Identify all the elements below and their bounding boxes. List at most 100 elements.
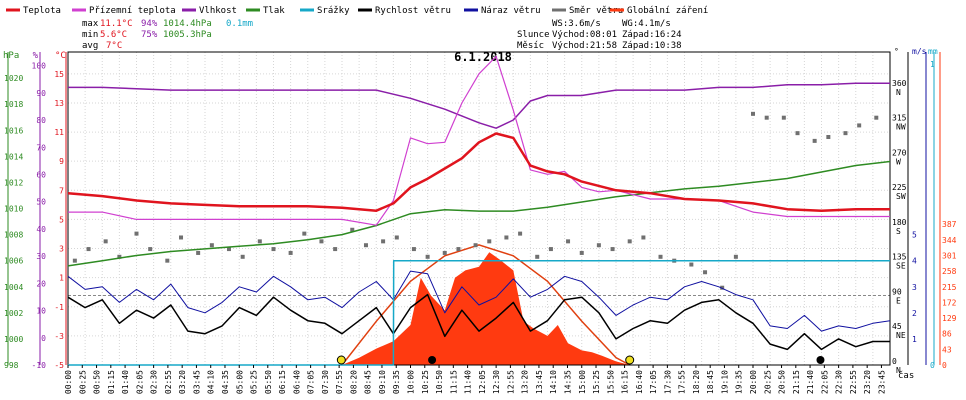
legend-label-ws: Rychlost větru <box>375 6 451 16</box>
x-tick-label: 15:50 <box>606 370 615 394</box>
tick-solar: 258 <box>942 267 957 276</box>
x-tick-label: 17:05 <box>649 370 658 394</box>
x-tick-label: 22:05 <box>820 370 829 394</box>
wind-direction-point <box>751 111 755 116</box>
legend-label-temp: Teplota <box>23 6 61 16</box>
legend-label-wd: Směr větru <box>569 6 623 16</box>
tick-direction-label: NE <box>896 331 906 340</box>
wind-direction-point <box>148 247 153 252</box>
tick-solar: 387 <box>942 220 957 229</box>
sun-moon-panel: WS:3.6m/s WG:4.1m/s Slunce Východ:08:01 … <box>517 19 682 51</box>
tick-pct: 40 <box>36 225 46 234</box>
tick-degc: 15 <box>54 70 64 79</box>
tick-pct: 100 <box>32 62 47 71</box>
legend: Teplota Přízemní teplota Vlhkost Tlak Srážky… <box>6 6 708 16</box>
wind-direction-point <box>425 254 430 259</box>
tick-hpa: 1008 <box>4 231 23 240</box>
tick-hpa: 1004 <box>4 283 23 292</box>
wind-direction-point <box>288 250 293 255</box>
tick-direction-label: N <box>896 366 901 375</box>
x-tick-label: 02:05 <box>135 370 144 394</box>
axis-direction-unit: ° <box>894 47 899 56</box>
solar-layer <box>341 244 631 366</box>
x-tick-label: 17:55 <box>678 370 687 394</box>
wind-direction-point <box>843 131 848 136</box>
tick-degc: -3 <box>54 332 64 341</box>
x-tick-label: 21:40 <box>806 370 815 394</box>
axis-hpa-unit: hPa <box>3 51 19 61</box>
tick-hpa: 1014 <box>4 152 23 161</box>
x-tick-label: 14:10 <box>549 370 558 394</box>
tick-degc: 1 <box>59 274 64 283</box>
x-tick-label: 05:50 <box>264 370 273 394</box>
wind-direction-point <box>535 254 540 259</box>
axis-mm-unit: mm <box>928 47 938 56</box>
series-temperature <box>67 132 890 212</box>
x-tick-label: 20:25 <box>763 370 772 394</box>
tick-solar: 129 <box>942 314 957 323</box>
x-tick-label: 16:40 <box>635 370 644 394</box>
x-tick-label: 13:45 <box>535 370 544 394</box>
tick-hpa: 1006 <box>4 257 23 266</box>
tick-direction: 315 <box>892 114 907 123</box>
tick-pct: 80 <box>36 116 46 125</box>
series-precipitation <box>68 259 890 366</box>
wind-direction-point <box>518 231 523 236</box>
x-tick-label: 00:50 <box>93 370 102 394</box>
tick-direction: 0 <box>892 357 897 366</box>
tick-direction-label: NW <box>896 123 906 132</box>
wind-direction-point <box>764 115 769 120</box>
tick-direction: 45 <box>892 322 902 331</box>
tick-pct: 50 <box>36 198 46 207</box>
x-tick-label: 12:30 <box>492 370 501 394</box>
legend-label-press: Tlak <box>263 6 285 16</box>
tick-direction-label: N <box>896 88 901 97</box>
x-tick-label: 14:35 <box>563 370 572 394</box>
x-tick-label: 01:40 <box>121 370 130 394</box>
info-moon-label: Měsíc <box>517 41 544 51</box>
tick-solar: 301 <box>942 251 957 260</box>
wind-direction-point <box>812 138 817 143</box>
tick-hpa: 1018 <box>4 100 23 109</box>
wind-direction-point <box>857 123 862 128</box>
tick-ms: 2 <box>912 309 917 318</box>
sun-moon-markers <box>336 355 825 365</box>
tick-degc: 7 <box>59 186 64 195</box>
legend-label-wg: Náraz větru <box>481 6 541 16</box>
legend-label-feel: Přízemní teplota <box>89 6 176 16</box>
x-tick-label: 19:10 <box>720 370 729 394</box>
x-tick-label: 12:05 <box>478 370 487 394</box>
tick-direction: 270 <box>892 148 907 157</box>
tick-direction: 135 <box>892 253 907 262</box>
x-tick-label: 08:45 <box>364 370 373 394</box>
tick-pct: 0 <box>41 334 46 343</box>
info-sun-label: Slunce <box>517 30 550 40</box>
stats-press-min: 1005.3hPa <box>163 30 212 40</box>
wind-direction-point <box>196 250 201 255</box>
sun-marker <box>336 355 346 365</box>
x-tick-label: 10:25 <box>421 370 430 394</box>
stats-press-max: 1014.4hPa <box>163 19 212 29</box>
x-tick-label: 15:00 <box>578 370 587 394</box>
wind-direction-point <box>733 254 738 259</box>
wind-direction-point <box>473 243 478 248</box>
tick-pct: 20 <box>36 279 46 288</box>
x-tick-label: 22:30 <box>835 370 844 394</box>
tick-degc: 13 <box>54 99 64 108</box>
wind-direction-point <box>566 239 571 244</box>
wind-direction-point <box>209 243 214 248</box>
wind-direction-point <box>179 235 184 240</box>
x-tick-label: 00:00 <box>64 370 73 394</box>
series-humidity <box>68 82 890 129</box>
x-tick-label: 23:45 <box>877 370 886 394</box>
wind-direction-point <box>442 250 447 255</box>
info-moonset: Západ:10:38 <box>622 41 682 51</box>
wind-direction-point <box>226 247 231 252</box>
x-tick-label: 18:20 <box>692 370 701 394</box>
tick-solar: 215 <box>942 283 957 292</box>
x-tick-label: 05:25 <box>250 370 259 394</box>
wind-direction-point <box>579 250 584 255</box>
wind-direction-point <box>826 135 831 140</box>
tick-solar: 86 <box>942 330 952 339</box>
wind-direction-point <box>689 262 694 267</box>
